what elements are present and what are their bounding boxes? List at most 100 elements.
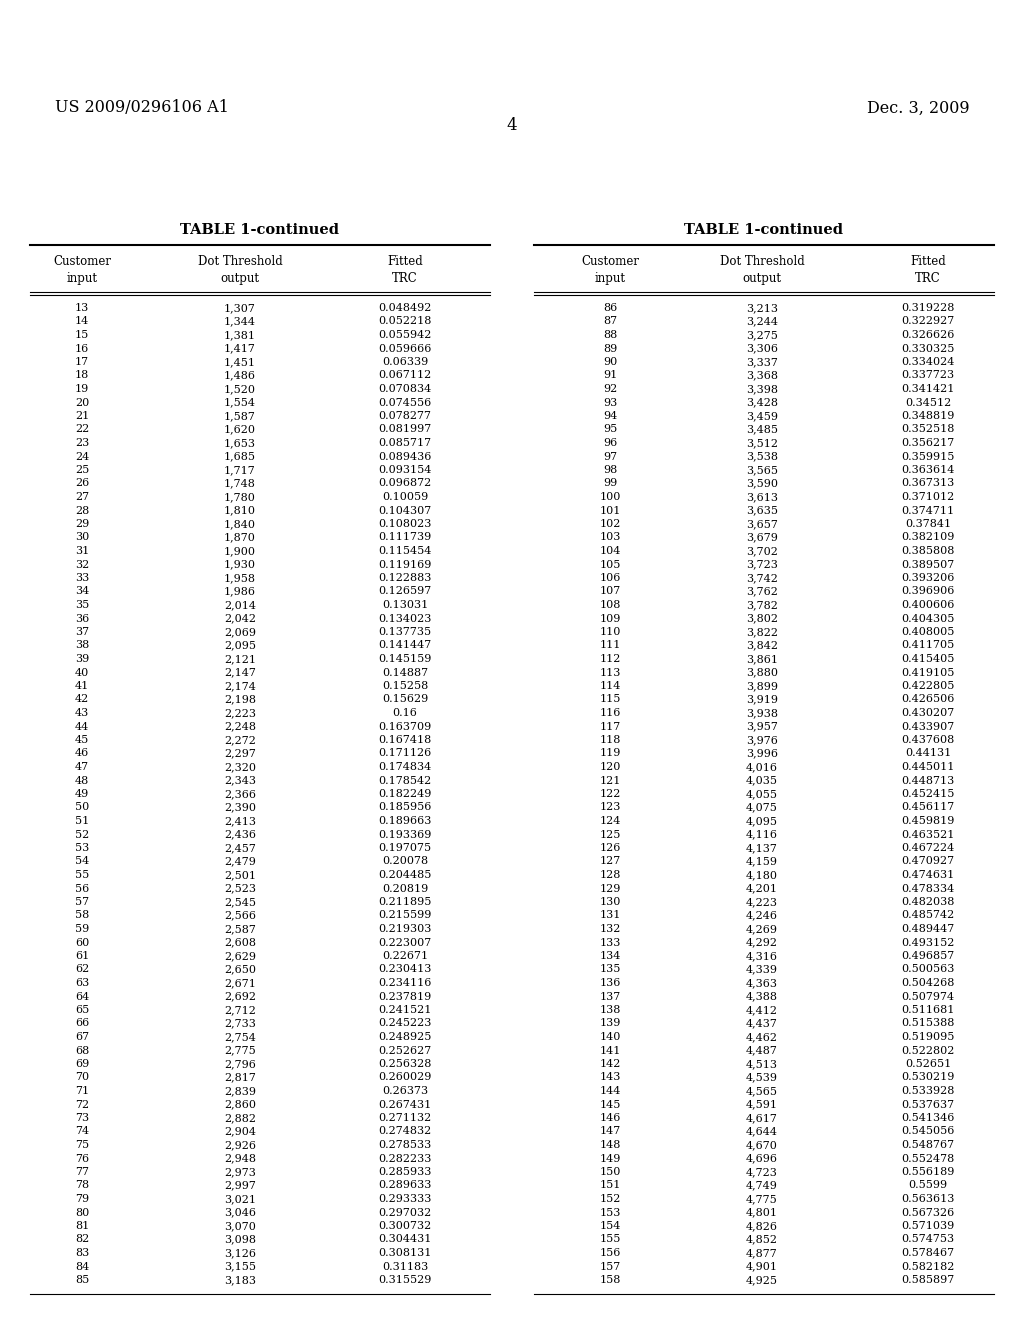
Text: 0.14887: 0.14887 xyxy=(382,668,428,677)
Text: 93: 93 xyxy=(603,397,617,408)
Text: 55: 55 xyxy=(75,870,89,880)
Text: 0.141447: 0.141447 xyxy=(379,640,432,651)
Text: 73: 73 xyxy=(75,1113,89,1123)
Text: 83: 83 xyxy=(75,1247,89,1258)
Text: 107: 107 xyxy=(599,586,621,597)
Text: 3,613: 3,613 xyxy=(746,492,778,502)
Text: 3,635: 3,635 xyxy=(746,506,778,516)
Text: 1,620: 1,620 xyxy=(224,425,256,434)
Text: 78: 78 xyxy=(75,1180,89,1191)
Text: 69: 69 xyxy=(75,1059,89,1069)
Text: 95: 95 xyxy=(603,425,617,434)
Text: 2,817: 2,817 xyxy=(224,1072,256,1082)
Text: 87: 87 xyxy=(603,317,617,326)
Text: 4,462: 4,462 xyxy=(746,1032,778,1041)
Text: 2,523: 2,523 xyxy=(224,883,256,894)
Text: 3,657: 3,657 xyxy=(746,519,778,529)
Text: 110: 110 xyxy=(599,627,621,638)
Text: 111: 111 xyxy=(599,640,621,651)
Text: 89: 89 xyxy=(603,343,617,354)
Text: 53: 53 xyxy=(75,843,89,853)
Text: 4,201: 4,201 xyxy=(746,883,778,894)
Text: 2,587: 2,587 xyxy=(224,924,256,935)
Text: 4,412: 4,412 xyxy=(746,1005,778,1015)
Text: 149: 149 xyxy=(599,1154,621,1163)
Text: 3,070: 3,070 xyxy=(224,1221,256,1232)
Text: 0.334024: 0.334024 xyxy=(901,356,954,367)
Text: 34: 34 xyxy=(75,586,89,597)
Text: 4,749: 4,749 xyxy=(746,1180,778,1191)
Text: 26: 26 xyxy=(75,479,89,488)
Text: 0.530219: 0.530219 xyxy=(901,1072,954,1082)
Text: 0.22671: 0.22671 xyxy=(382,950,428,961)
Text: 3,976: 3,976 xyxy=(746,735,778,744)
Text: 1,417: 1,417 xyxy=(224,343,256,354)
Text: 0.352518: 0.352518 xyxy=(901,425,954,434)
Text: 125: 125 xyxy=(599,829,621,840)
Text: 0.448713: 0.448713 xyxy=(901,776,954,785)
Text: 2,320: 2,320 xyxy=(224,762,256,772)
Text: 43: 43 xyxy=(75,708,89,718)
Text: 4,696: 4,696 xyxy=(746,1154,778,1163)
Text: 67: 67 xyxy=(75,1032,89,1041)
Text: 0.122883: 0.122883 xyxy=(378,573,432,583)
Text: 52: 52 xyxy=(75,829,89,840)
Text: 57: 57 xyxy=(75,898,89,907)
Text: 0.137735: 0.137735 xyxy=(379,627,431,638)
Text: 1,381: 1,381 xyxy=(224,330,256,341)
Text: 1,451: 1,451 xyxy=(224,356,256,367)
Text: 2,069: 2,069 xyxy=(224,627,256,638)
Text: 2,147: 2,147 xyxy=(224,668,256,677)
Text: 0.322927: 0.322927 xyxy=(901,317,954,326)
Text: 3,919: 3,919 xyxy=(746,694,778,705)
Text: 2,545: 2,545 xyxy=(224,898,256,907)
Text: 3,938: 3,938 xyxy=(746,708,778,718)
Text: 86: 86 xyxy=(603,304,617,313)
Text: 70: 70 xyxy=(75,1072,89,1082)
Text: 119: 119 xyxy=(599,748,621,759)
Text: 99: 99 xyxy=(603,479,617,488)
Text: 2,248: 2,248 xyxy=(224,722,256,731)
Text: 0.34512: 0.34512 xyxy=(905,397,951,408)
Text: 0.356217: 0.356217 xyxy=(901,438,954,447)
Text: 121: 121 xyxy=(599,776,621,785)
Text: 88: 88 xyxy=(603,330,617,341)
Text: 0.241521: 0.241521 xyxy=(378,1005,432,1015)
Text: 0.463521: 0.463521 xyxy=(901,829,954,840)
Text: 0.493152: 0.493152 xyxy=(901,937,954,948)
Text: 3,021: 3,021 xyxy=(224,1195,256,1204)
Text: 56: 56 xyxy=(75,883,89,894)
Text: 29: 29 xyxy=(75,519,89,529)
Text: 0.20819: 0.20819 xyxy=(382,883,428,894)
Text: 0.359915: 0.359915 xyxy=(901,451,954,462)
Text: 1,958: 1,958 xyxy=(224,573,256,583)
Text: 0.500563: 0.500563 xyxy=(901,965,954,974)
Text: 20: 20 xyxy=(75,397,89,408)
Text: 0.193369: 0.193369 xyxy=(378,829,432,840)
Text: 4,180: 4,180 xyxy=(746,870,778,880)
Text: 66: 66 xyxy=(75,1019,89,1028)
Text: 1,930: 1,930 xyxy=(224,560,256,569)
Text: 0.234116: 0.234116 xyxy=(378,978,432,987)
Text: 0.574753: 0.574753 xyxy=(901,1234,954,1245)
Text: 4,035: 4,035 xyxy=(746,776,778,785)
Text: 2,671: 2,671 xyxy=(224,978,256,987)
Text: 74: 74 xyxy=(75,1126,89,1137)
Text: 32: 32 xyxy=(75,560,89,569)
Text: 0.445011: 0.445011 xyxy=(901,762,954,772)
Text: 106: 106 xyxy=(599,573,621,583)
Text: 14: 14 xyxy=(75,317,89,326)
Text: 4,925: 4,925 xyxy=(746,1275,778,1284)
Text: 144: 144 xyxy=(599,1086,621,1096)
Text: 65: 65 xyxy=(75,1005,89,1015)
Text: 126: 126 xyxy=(599,843,621,853)
Text: 62: 62 xyxy=(75,965,89,974)
Text: 4,388: 4,388 xyxy=(746,991,778,1002)
Text: 21: 21 xyxy=(75,411,89,421)
Text: 76: 76 xyxy=(75,1154,89,1163)
Text: Dot Threshold
output: Dot Threshold output xyxy=(198,255,283,285)
Text: 0.308131: 0.308131 xyxy=(378,1247,432,1258)
Text: 4,591: 4,591 xyxy=(746,1100,778,1110)
Text: 2,839: 2,839 xyxy=(224,1086,256,1096)
Text: 0.293333: 0.293333 xyxy=(378,1195,432,1204)
